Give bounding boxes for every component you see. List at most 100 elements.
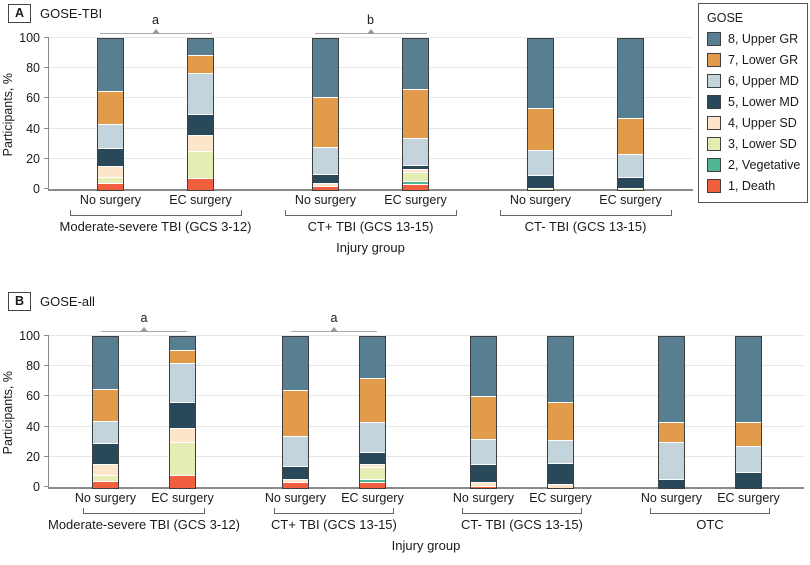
bar-segment-6 xyxy=(618,155,643,178)
y-tick-mark xyxy=(44,188,49,189)
bracket-row xyxy=(616,507,804,515)
legend-item: 4, Upper SD xyxy=(707,116,799,130)
stacked-bar xyxy=(617,38,644,191)
bar-segment-1 xyxy=(188,179,213,190)
bar-tick-label: No surgery xyxy=(452,491,515,505)
bar-segment-6 xyxy=(528,150,553,177)
bar-segment-2 xyxy=(359,480,385,484)
bar-segment-8 xyxy=(470,337,496,398)
plot-area: 0 20 40 60 80 100 xyxy=(19,330,804,493)
bar-tick-label: No surgery xyxy=(74,491,137,505)
bar-segment-3 xyxy=(359,468,385,481)
bar-segment-8 xyxy=(547,337,573,404)
stacked-bar xyxy=(91,336,119,489)
y-tick-mark xyxy=(44,365,49,367)
bar-segment-7 xyxy=(528,108,553,151)
legend-item-label: 2, Vegetative xyxy=(728,158,801,172)
bar-segment-4 xyxy=(98,167,123,178)
bar-segment-7 xyxy=(403,90,428,139)
group-bracket xyxy=(499,210,672,216)
group-name: Moderate-severe TBI (GCS 3-12) xyxy=(59,219,252,234)
bar-segment-6 xyxy=(735,447,761,473)
legend-swatch-1 xyxy=(707,179,721,193)
significance-marker: a xyxy=(100,300,187,336)
bar-tick-label: No surgery xyxy=(640,491,703,505)
group-bracket xyxy=(273,508,395,514)
injury-group: a No surgery EC surgery Moderate-severe TBI… xyxy=(48,2,263,234)
bar-segment-7 xyxy=(313,97,338,148)
bar-segment-5 xyxy=(98,149,123,168)
legend-item: 8, Upper GR xyxy=(707,32,799,46)
surgery-tick-labels: No surgery EC surgery xyxy=(48,491,240,507)
legend-swatch-8 xyxy=(707,32,721,46)
bar-segment-8 xyxy=(169,337,195,351)
group-bracket xyxy=(461,508,583,514)
significance-letter: a xyxy=(152,13,159,27)
bar-segment-6 xyxy=(658,442,684,481)
bar-segment-3 xyxy=(528,188,553,190)
legend-item-label: 4, Upper SD xyxy=(728,116,797,130)
bar-segment-4 xyxy=(92,465,118,476)
panel-a-letter: A xyxy=(8,4,32,23)
bar-segment-4 xyxy=(169,429,195,443)
bar-segment-6 xyxy=(98,125,123,150)
stacked-bar xyxy=(402,38,429,191)
legend-title: GOSE xyxy=(707,11,744,25)
y-tick-mark xyxy=(44,157,49,159)
legend-item-label: 7, Lower GR xyxy=(728,53,799,67)
bar-segment-3 xyxy=(403,173,428,183)
bar-segment-7 xyxy=(658,423,684,443)
panel-a-chart: 0 20 40 60 80 100 a No surgery EC surgery Modera… xyxy=(19,2,693,255)
bar-segment-5 xyxy=(658,480,684,488)
legend-item: 1, Death xyxy=(707,179,799,193)
bar-segment-5 xyxy=(403,165,428,171)
group-name: CT+ TBI (GCS 13-15) xyxy=(307,219,434,234)
legend-item: 3, Lower SD xyxy=(707,137,799,151)
bar-segment-3 xyxy=(92,475,118,482)
bar-segment-8 xyxy=(528,39,553,109)
y-tick-mark xyxy=(44,127,49,129)
bar-zone xyxy=(240,336,428,489)
bar-tick-label: EC surgery xyxy=(529,491,592,505)
bar-segment-8 xyxy=(282,337,308,392)
bar-segment-6 xyxy=(169,364,195,404)
legend-item: 6, Upper MD xyxy=(707,74,799,88)
panel-b-chart: 0 20 40 60 80 100 a No surgery EC surgery Modera… xyxy=(19,300,804,553)
plot-stack: 0 20 40 60 80 100 a No surgery EC surgery Modera… xyxy=(19,2,693,255)
gridline-40 xyxy=(49,127,693,129)
legend-swatch-7 xyxy=(707,53,721,67)
y-axis-label: Participants, % xyxy=(1,72,15,157)
bar-segment-7 xyxy=(282,391,308,437)
bracket-row xyxy=(48,209,263,217)
y-tick-label: 20 xyxy=(26,449,40,464)
caret-up-icon xyxy=(329,327,338,332)
group-name: Moderate-severe TBI (GCS 3-12) xyxy=(48,517,240,532)
y-tick-mark xyxy=(44,486,49,487)
gridline-80 xyxy=(49,67,693,69)
y-tick-label: 60 xyxy=(26,91,40,106)
bar-segment-7 xyxy=(547,403,573,442)
y-tick-mark xyxy=(44,335,49,336)
y-tick-mark xyxy=(44,97,49,99)
y-tick-label: 60 xyxy=(26,389,40,404)
gridline-40 xyxy=(49,425,804,427)
surgery-tick-labels: No surgery EC surgery xyxy=(240,491,428,507)
panel-a: A GOSE-TBI Participants, % 0 20 40 60 80 100 … xyxy=(0,0,697,283)
bar-segment-7 xyxy=(92,389,118,422)
injury-group: b No surgery EC surgery CT+ TBI (GCS 13-15) xyxy=(263,2,478,234)
gridline-20 xyxy=(49,157,693,159)
significance-marker: b xyxy=(314,2,427,38)
legend-swatch-5 xyxy=(707,95,721,109)
bar-tick-label: EC surgery xyxy=(341,491,404,505)
bracket-row xyxy=(263,209,478,217)
bar-segment-1 xyxy=(92,481,118,488)
bar-segment-1 xyxy=(169,475,195,488)
significance-marker: a xyxy=(99,2,212,38)
groups-row: a No surgery EC surgery Moderate-severe TBI… xyxy=(48,300,804,532)
y-tick-mark xyxy=(44,425,49,427)
bar-segment-7 xyxy=(188,55,213,74)
bar-segment-3 xyxy=(618,188,643,190)
bar-segment-3 xyxy=(169,442,195,476)
stacked-bar xyxy=(734,336,762,489)
gridline-60 xyxy=(49,395,804,397)
